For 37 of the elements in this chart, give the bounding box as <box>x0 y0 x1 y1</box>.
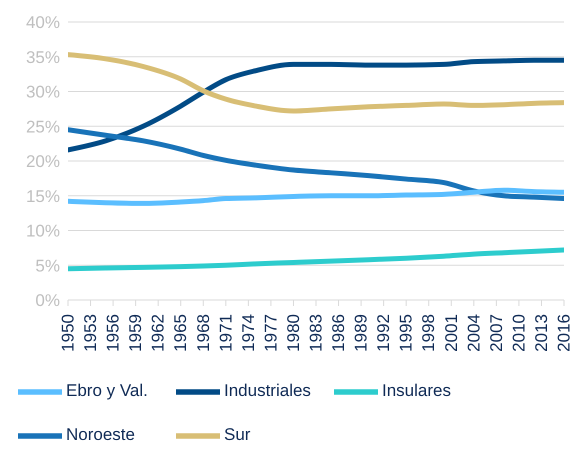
x-tick-label: 1968 <box>194 314 213 352</box>
y-tick-label: 0% <box>35 291 60 310</box>
x-tick-label: 1959 <box>126 314 146 352</box>
legend-label: Noroeste <box>66 425 136 446</box>
x-tick-label: 1953 <box>81 314 100 352</box>
x-tick-label: 1956 <box>104 314 123 352</box>
x-tick-label: 1998 <box>419 314 438 352</box>
y-tick-label: 20% <box>26 152 60 172</box>
legend-label: Industriales <box>224 381 312 402</box>
x-tick-label: 1992 <box>374 314 394 352</box>
y-tick-label: 35% <box>26 48 60 67</box>
legend-label: Sur <box>224 425 252 446</box>
x-tick-label: 2001 <box>442 314 461 352</box>
x-tick-label: 1995 <box>396 314 416 352</box>
x-tick-label: 1989 <box>352 314 371 352</box>
x-tick-label: 1974 <box>238 314 258 352</box>
x-tick-label: 2016 <box>554 314 574 352</box>
x-tick-label: 1977 <box>261 314 280 352</box>
x-tick-label: 1950 <box>58 314 78 352</box>
x-tick-label: 1983 <box>306 314 326 352</box>
y-tick-label: 40% <box>26 13 60 32</box>
x-tick-label: 2004 <box>464 314 484 352</box>
y-tick-label: 15% <box>26 186 60 206</box>
x-tick-label: 1971 <box>216 314 236 352</box>
x-tick-label: 1965 <box>171 314 190 352</box>
x-tick-label: 1986 <box>329 314 348 352</box>
x-tick-label: 1980 <box>284 314 303 352</box>
y-tick-label: 5% <box>35 256 60 276</box>
x-tick-label: 2013 <box>532 314 551 352</box>
x-tick-label: 1962 <box>148 314 168 352</box>
y-tick-label: 30% <box>26 82 60 102</box>
legend-label: Ebro y Val. <box>66 381 149 402</box>
y-tick-label: 25% <box>26 117 60 136</box>
y-tick-label: 10% <box>26 222 60 241</box>
x-tick-label: 2007 <box>486 314 506 352</box>
legend-label: Insulares <box>382 381 452 402</box>
x-tick-label: 2010 <box>509 314 528 352</box>
